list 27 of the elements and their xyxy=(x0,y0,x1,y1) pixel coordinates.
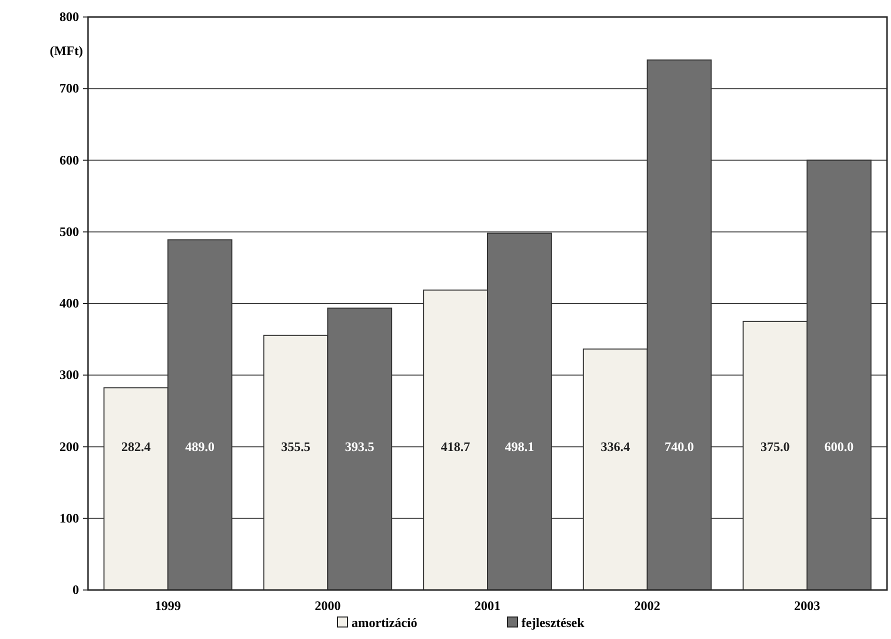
y-tick-label: 400 xyxy=(60,296,79,310)
text: 282.4 xyxy=(121,438,151,454)
y-tick-label: 600 xyxy=(60,152,79,168)
text: 418.7 xyxy=(440,438,470,454)
x-tick-label: 1999 xyxy=(154,598,182,613)
x-tick-label: 2002 xyxy=(634,598,660,613)
y-tick-label: 700 xyxy=(60,80,79,96)
text: 600.0 xyxy=(824,438,854,454)
text: 489.0 xyxy=(185,438,214,454)
text: 375.0 xyxy=(760,438,790,454)
y-axis-title: (MFt) xyxy=(50,43,83,58)
text: 393.5 xyxy=(345,438,374,454)
x-tick-label: 2003 xyxy=(794,598,821,613)
y-tick-label: 200 xyxy=(60,438,79,454)
y-tick-label: 800 xyxy=(60,9,79,24)
x-tick-label: 2001 xyxy=(474,598,500,613)
y-tick-label: 300 xyxy=(60,367,79,382)
legend-label: amortizáció xyxy=(352,615,418,630)
y-tick-label: 100 xyxy=(60,510,79,526)
text: 498.1 xyxy=(504,438,534,454)
x-tick-label: 2000 xyxy=(314,598,341,613)
legend-label: fejlesztések xyxy=(522,615,586,630)
y-tick-label: 500 xyxy=(60,224,79,239)
text: 355.5 xyxy=(281,438,310,454)
text: 740.0 xyxy=(664,438,694,454)
y-tick-label: 0 xyxy=(72,582,79,597)
text: 336.4 xyxy=(600,438,630,454)
